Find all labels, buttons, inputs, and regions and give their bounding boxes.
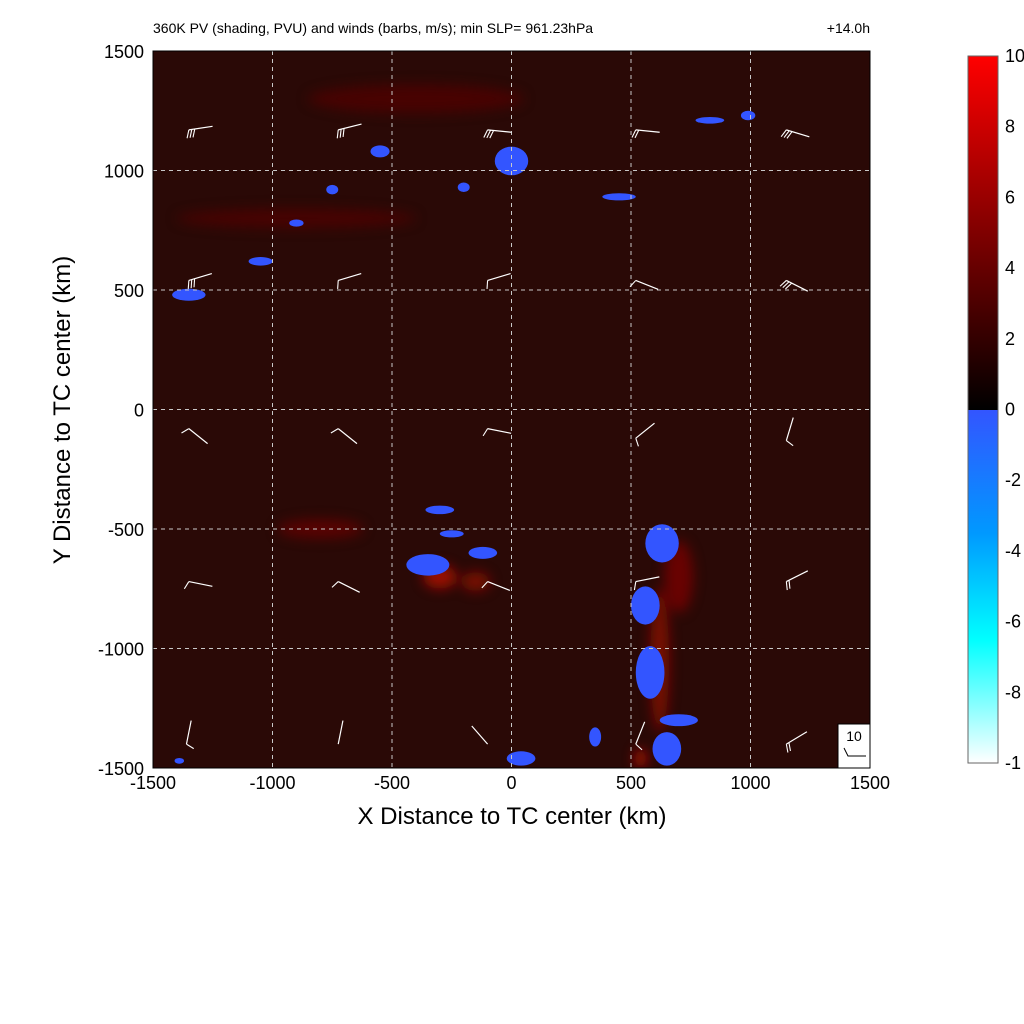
chart-title: 360K PV (shading, PVU) and winds (barbs,… (153, 20, 593, 36)
high-pv-region-3 (634, 748, 647, 768)
negative-pv-layer (172, 110, 756, 766)
negative-pv-region-9 (740, 110, 756, 121)
y-tick-label: -1500 (98, 759, 144, 779)
negative-pv-region-7 (289, 219, 304, 227)
negative-pv-region-6 (248, 257, 273, 266)
negative-pv-region-16 (635, 646, 665, 699)
y-tick-label: 0 (134, 401, 144, 421)
wind-barb (181, 428, 208, 445)
y-axis-label: Y Distance to TC center (km) (49, 256, 76, 565)
wind-barbs (181, 123, 810, 753)
negative-pv-region-21 (174, 757, 185, 764)
x-axis-label: X Distance to TC center (km) (358, 803, 667, 830)
negative-pv-region-19 (506, 751, 536, 766)
high-pv-region-4 (277, 519, 364, 539)
wind-reference-label: 10 (846, 728, 862, 744)
negative-pv-region-3 (457, 182, 470, 193)
colorbar-tick-label: -2 (1005, 470, 1021, 490)
wind-barb (337, 272, 362, 290)
wind-barb (780, 129, 810, 139)
wind-barb (482, 428, 512, 437)
wind-barb (471, 725, 489, 745)
high-pv-region-7 (176, 208, 416, 228)
wind-barb (337, 720, 344, 745)
wind-barb (483, 129, 512, 139)
colorbar-tick-label: -6 (1005, 612, 1021, 632)
colorbar-tick-label: -4 (1005, 541, 1021, 561)
wind-barb (785, 570, 809, 591)
y-tick-label: 1000 (104, 162, 144, 182)
x-axis-ticks: -1500 -1000 -500 0 500 1000 1500 (130, 773, 890, 793)
wind-barb (635, 422, 655, 447)
negative-pv-region-20 (589, 727, 602, 747)
y-tick-label: 500 (114, 281, 144, 301)
negative-pv-region-0 (494, 146, 529, 176)
wind-barb (486, 272, 511, 290)
negative-pv-region-4 (602, 193, 636, 201)
y-tick-label: -500 (108, 520, 144, 540)
colorbar-tick-label: -8 (1005, 682, 1021, 702)
colorbar-tick-labels: 10 8 6 4 2 0 -2 -4 -6 -8 -1 (1005, 46, 1024, 773)
negative-pv-region-15 (631, 586, 660, 625)
negative-pv-region-1 (370, 145, 390, 158)
wind-barb (331, 581, 360, 593)
colorbar-tick-label: 2 (1005, 329, 1015, 349)
y-tick-label: 1500 (104, 42, 144, 62)
wind-barb (183, 580, 213, 590)
x-tick-label: -500 (374, 773, 410, 793)
negative-pv-region-18 (652, 732, 682, 766)
plot-area (153, 51, 870, 768)
colorbar-tick-label: 0 (1005, 400, 1015, 420)
x-tick-label: 500 (616, 773, 646, 793)
colorbar-positive (968, 56, 998, 410)
high-pv-region-6 (308, 84, 524, 114)
wind-barb (330, 428, 358, 445)
x-tick-label: 1000 (730, 773, 770, 793)
wind-barb (631, 129, 660, 139)
x-tick-label: 1500 (850, 773, 890, 793)
y-tick-label: -1000 (98, 640, 144, 660)
x-tick-label: -1500 (130, 773, 176, 793)
negative-pv-region-11 (439, 530, 464, 538)
colorbar-tick-label: 6 (1005, 187, 1015, 207)
wind-barb (185, 720, 195, 750)
wind-barb (187, 272, 213, 290)
wind-barb (779, 279, 809, 292)
forecast-time-label: +14.0h (827, 20, 870, 36)
negative-pv-region-8 (695, 116, 725, 124)
y-axis-ticks: -1500 -1000 -500 0 500 1000 1500 (98, 42, 144, 779)
colorbar-tick-label: 8 (1005, 117, 1015, 137)
wind-barb (785, 731, 808, 753)
wind-barb (336, 123, 362, 139)
negative-pv-region-14 (645, 524, 679, 563)
x-tick-label: 0 (506, 773, 516, 793)
wind-reference-key: 10 (837, 723, 871, 769)
wind-barb (481, 581, 511, 592)
negative-pv-region-17 (659, 714, 698, 727)
plot-frame (152, 50, 871, 769)
colorbar-tick-label: 4 (1005, 258, 1015, 278)
negative-pv-region-13 (468, 546, 498, 559)
colorbar: 10 8 6 4 2 0 -2 -4 -6 -8 -1 (967, 46, 1024, 773)
negative-pv-region-12 (406, 554, 450, 576)
wind-barb (785, 417, 794, 447)
high-pv-layer (176, 84, 694, 768)
high-pv-region-1 (461, 572, 490, 592)
x-tick-label: -1000 (249, 773, 295, 793)
negative-pv-region-10 (425, 505, 455, 515)
wind-barb (635, 721, 646, 751)
negative-pv-region-2 (326, 184, 339, 195)
wind-barb (629, 279, 659, 290)
colorbar-tick-label: -1 (1005, 753, 1021, 773)
negative-pv-region-5 (172, 288, 206, 301)
wind-barb (633, 576, 660, 591)
wind-barb (186, 125, 213, 139)
colorbar-negative (968, 410, 998, 763)
colorbar-tick-label: 10 (1005, 46, 1024, 66)
